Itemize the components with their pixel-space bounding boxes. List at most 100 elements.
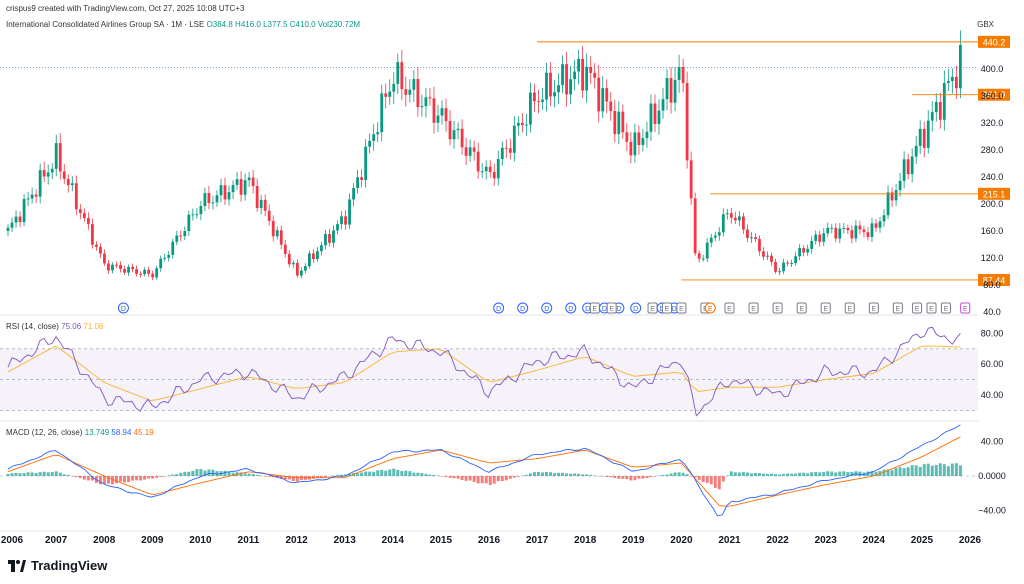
macd-histogram-bar[interactable] [271,476,275,478]
candle[interactable] [58,133,62,180]
candle[interactable] [324,229,327,250]
level-price-label[interactable]: 361.9 [978,88,1010,101]
candle[interactable] [86,212,90,230]
macd-histogram-bar[interactable] [114,476,118,484]
macd-legend[interactable]: MACD (12, 26, close) 13.749 58.94 45.19 [6,428,154,437]
candle[interactable] [123,265,126,275]
macd-histogram-bar[interactable] [255,474,259,476]
earnings-marker[interactable]: E [868,302,879,314]
candle[interactable] [934,93,938,122]
macd-histogram-bar[interactable] [822,472,826,476]
candle[interactable] [834,223,838,243]
candle[interactable] [601,76,605,119]
candle[interactable] [416,66,420,117]
earnings-marker[interactable]: E [820,302,831,314]
macd-histogram-bar[interactable] [637,476,641,479]
macd-histogram-bar[interactable] [685,474,689,476]
candle[interactable] [914,136,918,165]
macd-histogram-bar[interactable] [810,472,814,476]
macd-histogram-bar[interactable] [673,472,677,476]
macd-histogram-bar[interactable] [436,475,440,477]
macd-histogram-bar[interactable] [151,476,155,479]
candle[interactable] [862,225,866,238]
candle[interactable] [870,217,874,243]
macd-histogram-bar[interactable] [331,475,335,477]
macd-histogram-bar[interactable] [701,476,705,483]
candle[interactable] [713,231,717,242]
level-price-label[interactable]: 87.44 [978,273,1010,286]
earnings-marker-selected[interactable]: E [704,302,716,314]
macd-histogram-bar[interactable] [565,473,569,476]
macd-histogram-bar[interactable] [934,464,938,476]
macd-histogram-bar[interactable] [713,476,717,488]
candle[interactable] [882,209,886,227]
macd-histogram-bar[interactable] [58,472,62,476]
candle[interactable] [480,163,484,178]
candle[interactable] [127,264,130,276]
macd-histogram-bar[interactable] [770,473,774,476]
macd-histogram-bar[interactable] [14,472,18,476]
earnings-marker[interactable]: E [647,302,658,314]
candle[interactable] [778,267,781,276]
candle[interactable] [802,245,806,257]
candle[interactable] [830,223,834,234]
macd-histogram-bar[interactable] [98,476,102,485]
candle[interactable] [384,83,388,109]
candle[interactable] [344,210,347,230]
candle[interactable] [464,137,468,165]
candle[interactable] [452,120,456,149]
candle[interactable] [846,224,850,235]
candle[interactable] [697,250,701,263]
macd-histogram-bar[interactable] [717,476,721,490]
macd-histogram-bar[interactable] [520,475,524,477]
macd-histogram-bar[interactable] [159,476,163,477]
macd-histogram-bar[interactable] [540,472,544,476]
macd-histogram-bar[interactable] [870,471,874,476]
candle[interactable] [573,59,577,91]
candle[interactable] [850,225,854,244]
candle[interactable] [504,139,508,158]
macd-histogram-bar[interactable] [512,476,516,478]
macd-histogram-bar[interactable] [207,469,211,476]
candle[interactable] [408,79,412,103]
candle[interactable] [376,122,380,143]
candle[interactable] [115,261,118,268]
macd-histogram-bar[interactable] [291,476,295,481]
macd-histogram-bar[interactable] [629,476,633,481]
candle[interactable] [231,180,235,200]
macd-histogram-bar[interactable] [798,472,802,476]
candle[interactable] [468,139,472,162]
candle[interactable] [151,270,155,281]
macd-histogram-bar[interactable] [54,471,58,476]
macd-histogram-bar[interactable] [641,476,645,479]
rsi-line[interactable] [7,326,961,417]
macd-histogram-bar[interactable] [782,473,786,476]
macd-histogram-bar[interactable] [761,473,765,476]
candle[interactable] [842,222,846,234]
macd-histogram-bar[interactable] [102,476,106,484]
candle[interactable] [243,173,247,201]
candle[interactable] [440,100,444,125]
macd-histogram-bar[interactable] [70,476,74,477]
candle[interactable] [810,236,814,254]
macd-histogram-bar[interactable] [6,473,10,476]
candle[interactable] [424,87,428,118]
candle[interactable] [633,123,637,163]
candle[interactable] [484,160,488,180]
candle[interactable] [18,211,22,228]
candle[interactable] [46,164,50,185]
candle[interactable] [312,249,315,263]
candle[interactable] [529,82,532,133]
macd-histogram-bar[interactable] [472,476,476,482]
macd-histogram-bar[interactable] [440,476,444,477]
macd-histogram-bar[interactable] [802,472,806,476]
macd-histogram-bar[interactable] [66,474,70,476]
candle[interactable] [818,230,822,247]
candle[interactable] [191,208,195,221]
candle[interactable] [444,98,448,132]
candle[interactable] [400,49,404,100]
macd-histogram-bar[interactable] [295,476,299,482]
candle[interactable] [946,68,950,92]
price-pane[interactable]: DDDDDDDDDDDEEEEEEEEEEEEEEEEEEE [0,30,978,314]
macd-histogram-bar[interactable] [516,476,520,477]
